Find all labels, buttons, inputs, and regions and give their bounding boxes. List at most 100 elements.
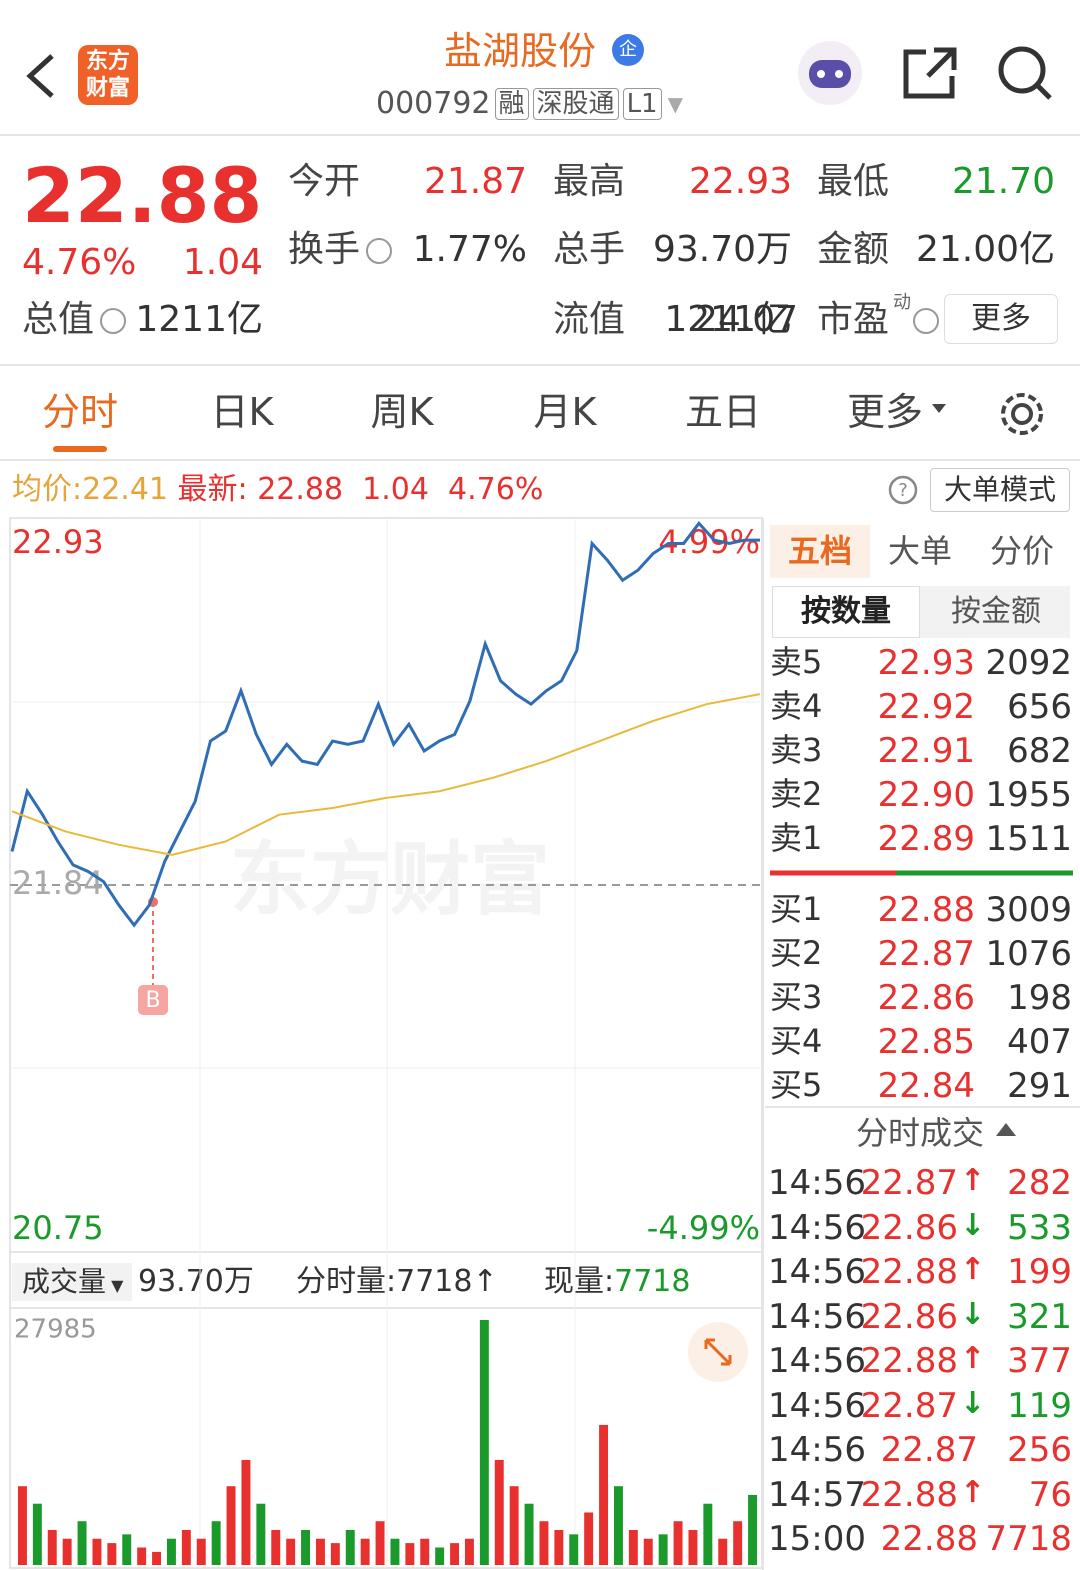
trade-dir: ↓: [960, 1296, 986, 1332]
trades-title: 分时成交: [856, 1114, 985, 1152]
book-tab[interactable]: 五档: [787, 532, 852, 570]
now-volume: 现量:7718: [544, 1267, 690, 1297]
book-price: 22.84: [877, 1066, 975, 1106]
book-price: 22.91: [877, 731, 975, 771]
search-icon[interactable]: [996, 44, 1054, 102]
volume-bar: [509, 1486, 519, 1565]
tab[interactable]: 月K: [533, 390, 597, 434]
badge: 企: [612, 34, 644, 66]
book-price: 22.87: [877, 934, 975, 974]
tab[interactable]: 更多: [846, 390, 923, 434]
volume-bar: [122, 1534, 132, 1565]
trades-arrow: [996, 1123, 1016, 1136]
trade-qty: 282: [1007, 1163, 1072, 1203]
book-price: 22.86: [877, 978, 975, 1018]
volume-title: 成交量: [22, 1265, 107, 1298]
book-label: 卖2: [770, 775, 823, 813]
volume-total: 93.70万: [138, 1264, 254, 1299]
change-pct: 4.76%: [22, 242, 137, 283]
book-price: 22.90: [877, 775, 975, 815]
book-subtab[interactable]: 按金额: [951, 594, 1041, 629]
book-tab[interactable]: 分价: [989, 532, 1054, 570]
volume-bar: [301, 1529, 311, 1565]
tab[interactable]: 五日: [684, 390, 761, 434]
volume-bar: [405, 1543, 415, 1565]
info-icon: [913, 308, 939, 334]
big-order-button[interactable]: 大单模式: [930, 468, 1070, 512]
volume-selector[interactable]: 成交量 ▼: [12, 1263, 132, 1301]
trade-time: 14:56: [768, 1252, 866, 1292]
volume-tick-label: 27985: [14, 1315, 97, 1345]
trade-time: 14:56: [768, 1430, 866, 1470]
trade-qty: 256: [1007, 1430, 1072, 1470]
volume-bar: [554, 1529, 564, 1565]
volume-bar: [226, 1486, 236, 1565]
volume-bar: [569, 1534, 579, 1565]
period-volume: 分时量:7718↑: [296, 1264, 498, 1299]
trade-qty: 199: [1007, 1252, 1072, 1292]
trade-time: 14:57: [768, 1474, 866, 1515]
share-icon[interactable]: [902, 46, 958, 100]
robot-icon[interactable]: [795, 40, 865, 106]
book-price: 22.88: [877, 890, 975, 930]
trade-dir: ↑: [960, 1252, 986, 1287]
trade-price: 22.87: [880, 1430, 978, 1470]
field-value: 21.00亿: [915, 229, 1055, 270]
volume-bar: [17, 1486, 27, 1565]
book-label: 买3: [770, 978, 823, 1016]
trade-price: 22.88: [860, 1341, 958, 1381]
field-value: 93.70万: [652, 229, 792, 270]
help-icon[interactable]: ?: [887, 474, 919, 506]
volume-bar: [211, 1521, 221, 1565]
volume-bar: [390, 1538, 400, 1565]
volume-bar: [733, 1521, 743, 1565]
volume-bar: [47, 1529, 57, 1565]
book-price: 22.85: [877, 1022, 975, 1062]
trade-price: 22.88: [860, 1474, 958, 1515]
book-subtab[interactable]: 按数量: [801, 594, 891, 629]
field-value: 21.70: [951, 161, 1055, 202]
field-value: 22.93: [688, 161, 792, 202]
volume-bar: [77, 1521, 87, 1565]
trade-time: 15:00: [768, 1519, 866, 1559]
volume-bar: [286, 1538, 296, 1565]
trade-qty: 76: [1028, 1474, 1072, 1515]
field-value: 1211亿: [664, 299, 792, 340]
field-label: 最高: [553, 161, 626, 202]
book-qty: 407: [1007, 1022, 1072, 1062]
back-button[interactable]: [22, 52, 58, 100]
tab[interactable]: 周K: [370, 390, 434, 434]
app-logo[interactable]: 东方财富: [78, 45, 138, 105]
code-line: 000792 融深股通 L1 ▼: [376, 86, 683, 121]
volume-bar: [494, 1459, 504, 1565]
field-label: 总值: [22, 299, 95, 340]
trade-qty: 7718: [985, 1519, 1072, 1559]
book-tab[interactable]: 大单: [887, 532, 952, 570]
latest-change: 1.04: [362, 472, 429, 507]
trade-time: 14:56: [768, 1163, 866, 1203]
volume-bar: [584, 1512, 594, 1565]
tab[interactable]: 日K: [210, 390, 274, 434]
trade-dir: ↑: [960, 1163, 986, 1198]
volume-bar: [315, 1538, 325, 1565]
volume-bar: [658, 1534, 668, 1565]
volume-bar: [360, 1538, 370, 1565]
field-label: 换手: [288, 229, 361, 270]
tab-arrow: [932, 404, 946, 420]
book-label: 卖3: [770, 731, 823, 769]
settings-icon[interactable]: [996, 388, 1048, 440]
volume-bar: [479, 1320, 489, 1565]
book-label: 卖5: [770, 643, 823, 681]
tab[interactable]: 分时: [41, 390, 118, 434]
volume-bar: [375, 1521, 385, 1565]
volume-bar: [539, 1521, 549, 1565]
volume-bar: [181, 1529, 191, 1565]
series-line: [10, 521, 760, 928]
field-value: 21.87: [423, 161, 527, 202]
latest-price: 22.88: [257, 472, 344, 507]
volume-bar: [62, 1538, 72, 1565]
trade-qty: 377: [1007, 1341, 1072, 1381]
more-button[interactable]: 更多: [944, 294, 1058, 344]
volume-bar: [92, 1538, 102, 1565]
